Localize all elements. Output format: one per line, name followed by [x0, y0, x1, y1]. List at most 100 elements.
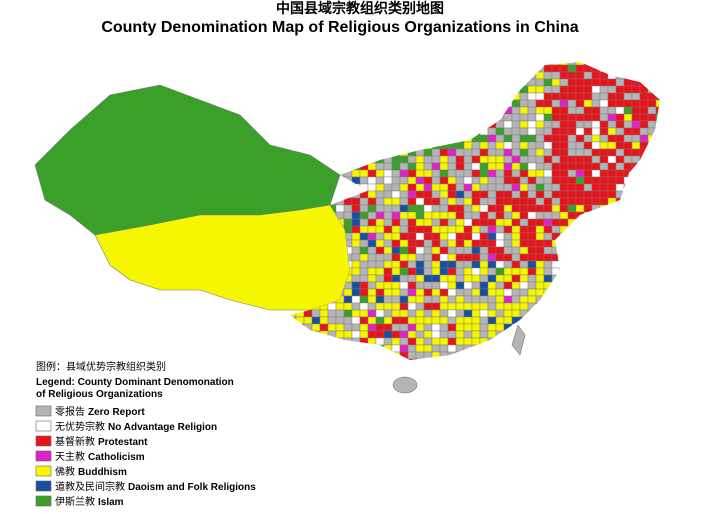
county-cell [535, 64, 545, 73]
county-cell [375, 176, 385, 185]
county-cell [407, 169, 417, 178]
county-cell [639, 337, 649, 346]
county-cell [607, 246, 617, 255]
county-cell [664, 114, 672, 121]
county-cell [423, 232, 433, 241]
county-cell [495, 358, 505, 360]
county-cell [495, 323, 505, 332]
county-cell [551, 141, 561, 150]
county-cell [591, 169, 601, 178]
county-cell [615, 99, 625, 108]
county-cell [519, 288, 529, 297]
county-cell [639, 197, 649, 206]
county-cell [407, 92, 417, 101]
county-cell [343, 155, 353, 164]
county-cell [615, 344, 625, 353]
county-cell [575, 62, 585, 66]
county-cell [591, 176, 601, 185]
county-cell [367, 120, 377, 129]
county-cell [399, 225, 409, 234]
county-cell [351, 218, 361, 227]
county-cell [511, 120, 521, 129]
county-cell [664, 93, 672, 100]
county-cell [519, 232, 529, 241]
county-cell [407, 316, 417, 325]
county-cell [391, 211, 401, 220]
county-cell [311, 309, 321, 318]
county-cell [495, 302, 505, 311]
county-cell [535, 288, 545, 297]
county-cell [583, 120, 593, 129]
county-cell [639, 253, 649, 262]
county-cell [367, 106, 377, 115]
county-cell [495, 106, 505, 115]
county-cell [615, 211, 625, 220]
county-cell [623, 99, 633, 108]
county-cell [407, 141, 417, 150]
county-cell [463, 253, 473, 262]
county-cell [391, 323, 401, 332]
county-cell [559, 351, 569, 360]
county-cell [487, 127, 497, 136]
county-cell [431, 71, 441, 80]
county-cell [431, 309, 441, 318]
county-cell [431, 267, 441, 276]
county-cell [455, 211, 465, 220]
county-cell [607, 295, 617, 304]
county-cell [471, 323, 481, 332]
county-cell [591, 162, 601, 171]
county-cell [407, 162, 417, 171]
county-cell [463, 309, 473, 318]
county-cell [431, 62, 441, 66]
county-cell [415, 134, 425, 143]
county-cell [623, 64, 633, 73]
county-cell [655, 302, 660, 311]
county-cell [479, 232, 489, 241]
legend-swatch [35, 435, 52, 447]
county-cell [439, 337, 449, 346]
county-cell [311, 358, 321, 360]
county-cell [575, 176, 585, 185]
county-cell [447, 190, 457, 199]
county-cell [599, 113, 609, 122]
county-cell [511, 92, 521, 101]
county-cell [359, 274, 369, 283]
county-cell [543, 127, 553, 136]
county-cell [415, 113, 425, 122]
county-cell [495, 176, 505, 185]
county-cell [423, 62, 433, 66]
county-cell [527, 274, 537, 283]
county-cell [639, 344, 649, 353]
legend-label-en: Buddhism [78, 467, 127, 478]
county-cell [303, 71, 313, 80]
county-cell [551, 106, 561, 115]
county-cell [407, 253, 417, 262]
county-cell [559, 106, 569, 115]
legend-label-zh: 基督新教 [55, 435, 95, 448]
county-cell [431, 155, 441, 164]
county-cell [351, 330, 361, 339]
county-cell [423, 120, 433, 129]
legend: 图例：县域优势宗教组织类别 Legend: County Dominant De… [35, 360, 256, 508]
county-cell [551, 358, 561, 360]
county-cell [647, 106, 657, 115]
county-cell [415, 141, 425, 150]
county-cell [639, 309, 649, 318]
county-cell [599, 62, 609, 66]
county-cell [423, 190, 433, 199]
county-cell [327, 358, 337, 360]
county-cell [615, 246, 625, 255]
county-cell [399, 85, 409, 94]
county-cell [527, 316, 537, 325]
county-cell [335, 309, 345, 318]
county-cell [639, 99, 649, 108]
county-cell [335, 141, 345, 150]
county-cell [647, 309, 657, 318]
county-cell [527, 239, 537, 248]
county-cell [375, 197, 385, 206]
county-cell [567, 323, 577, 332]
county-cell [359, 239, 369, 248]
county-cell [575, 358, 585, 360]
county-cell [471, 169, 481, 178]
